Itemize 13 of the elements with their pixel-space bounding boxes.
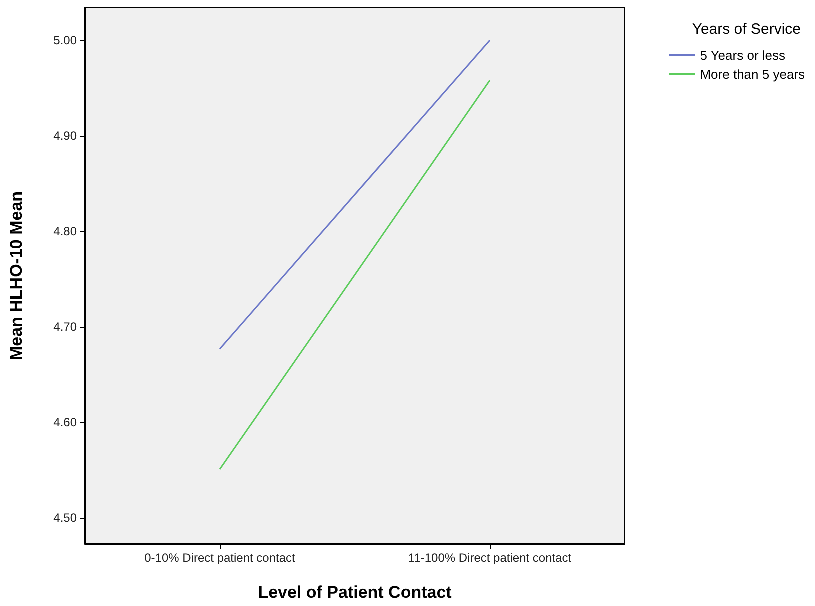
legend-label: More than 5 years — [700, 67, 806, 82]
y-tick-label: 5.00 — [54, 33, 78, 48]
x-axis-title: Level of Patient Contact — [258, 583, 452, 602]
y-tick-label: 4.70 — [54, 320, 78, 334]
x-tick-label: 0-10% Direct patient contact — [144, 551, 296, 565]
y-tick-label: 4.90 — [54, 129, 78, 144]
y-tick-label: 4.80 — [54, 224, 78, 239]
y-tick-label: 4.60 — [54, 416, 78, 430]
y-axis-title: Mean HLHO-10 Mean — [7, 191, 26, 361]
y-tick-label: 4.50 — [54, 511, 78, 526]
legend-label: 5 Years or less — [700, 48, 786, 63]
x-tick-label: 11-100% Direct patient contact — [408, 551, 572, 565]
legend-title: Years of Service — [692, 21, 802, 38]
